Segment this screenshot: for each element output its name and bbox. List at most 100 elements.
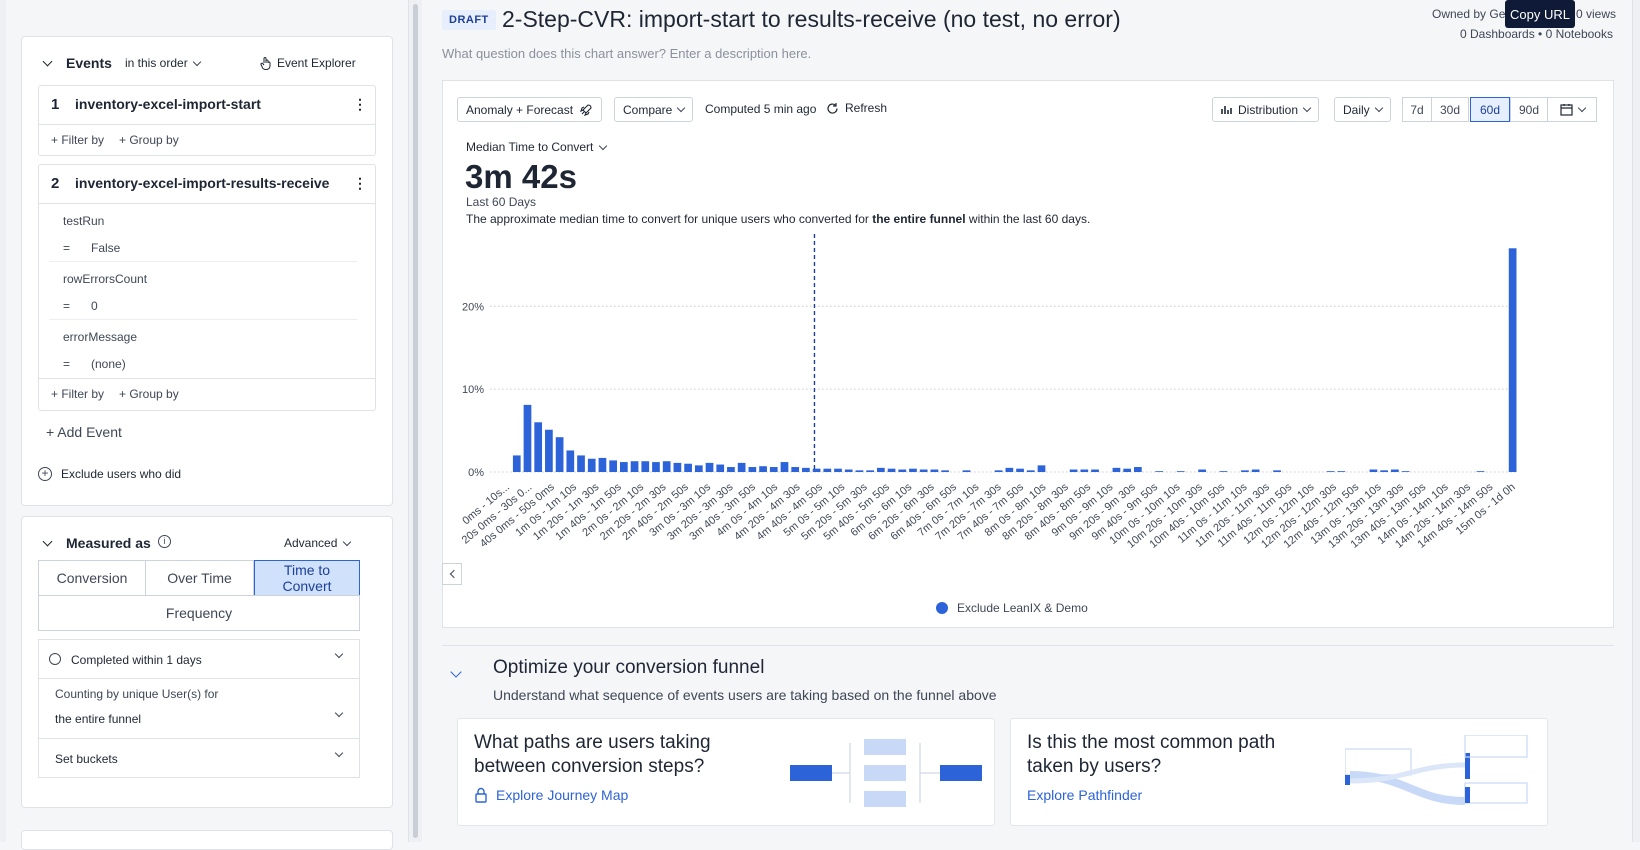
chart-bar <box>1380 470 1389 472</box>
chart-bar <box>823 468 832 472</box>
pathfinder-card[interactable]: Is this the most common path taken by us… <box>1010 718 1548 826</box>
chart-bar <box>834 468 842 472</box>
event-step-1[interactable]: 1 inventory-excel-import-start ⋮ + Filte… <box>38 85 376 156</box>
journey-map-card[interactable]: What paths are users taking between conv… <box>457 718 995 826</box>
filter-value[interactable]: False <box>91 241 121 255</box>
range-30d-button[interactable]: 30d <box>1431 97 1469 122</box>
plus-circle-icon[interactable]: + <box>38 467 52 481</box>
event-step-2[interactable]: 2 inventory-excel-import-results-receive… <box>38 164 376 411</box>
panel-scrollbar-thumb[interactable] <box>413 4 418 838</box>
hand-pointer-icon <box>260 56 271 70</box>
counting-label: Counting by unique User(s) for <box>55 687 219 701</box>
collapse-chevron-icon[interactable] <box>42 536 53 547</box>
anomaly-forecast-button[interactable]: Anomaly + Forecast <box>457 97 603 122</box>
event-explorer-button[interactable]: Event Explorer <box>260 56 356 70</box>
chart-bar <box>876 467 885 472</box>
chevron-down-icon <box>343 537 352 546</box>
metric-period: Last 60 Days <box>466 195 537 209</box>
filter-property[interactable]: testRun <box>63 214 105 228</box>
add-event-button[interactable]: + Add Event <box>46 424 122 440</box>
exclude-users-button[interactable]: Exclude users who did <box>61 467 182 481</box>
distribution-dropdown[interactable]: Distribution <box>1212 97 1320 122</box>
interval-label: Daily <box>1343 102 1370 117</box>
metric-description-bold: the entire funnel <box>872 212 966 226</box>
more-options-icon[interactable]: ⋮ <box>353 96 367 112</box>
chart-bar <box>619 462 628 472</box>
events-title: Events <box>66 55 112 71</box>
group-by-button[interactable]: + Group by <box>119 133 179 147</box>
journey-map-illustration <box>790 739 982 807</box>
refresh-icon <box>827 102 838 114</box>
chart-bar <box>909 468 917 472</box>
next-card-peek <box>21 830 393 850</box>
chart-bar <box>1176 471 1185 472</box>
event-name[interactable]: inventory-excel-import-start <box>75 96 261 112</box>
chart-bar <box>662 461 671 472</box>
interval-dropdown[interactable]: Daily <box>1334 97 1391 122</box>
filter-property[interactable]: rowErrorsCount <box>63 272 148 286</box>
chart-bar <box>1037 465 1046 472</box>
dashboards-notebooks-text[interactable]: 0 Dashboards • 0 Notebooks <box>1460 27 1613 41</box>
chart-title[interactable]: 2-Step-CVR: import-start to results-rece… <box>502 6 1121 32</box>
advanced-dropdown[interactable]: Advanced <box>284 536 352 550</box>
set-buckets-label: Set buckets <box>55 752 118 766</box>
page-scrollbar-track[interactable] <box>1632 0 1640 842</box>
filter-operator[interactable]: = <box>63 241 71 255</box>
metric-description-pre: The approximate median time to convert f… <box>466 212 873 226</box>
measured-as-card: Measured as i Advanced Conversion Over T… <box>21 516 393 808</box>
chevron-down-icon <box>1374 103 1383 113</box>
metric-selector[interactable]: Median Time to Convert <box>466 140 608 154</box>
custom-date-button[interactable] <box>1547 97 1597 122</box>
explore-pathfinder-link[interactable]: Explore Pathfinder <box>1027 787 1142 803</box>
range-60d-button[interactable]: 60d <box>1470 97 1510 122</box>
chevron-down-icon <box>334 649 344 659</box>
order-dropdown[interactable]: in this order <box>125 56 201 70</box>
chart-bar <box>1401 471 1410 472</box>
range-90d-button[interactable]: 90d <box>1510 97 1548 122</box>
chart-bar <box>652 462 660 472</box>
filter-value[interactable]: (none) <box>91 357 126 371</box>
chart-bar <box>1219 471 1228 472</box>
chart-bar <box>555 437 564 472</box>
explore-journey-map-link[interactable]: Explore Journey Map <box>474 787 628 803</box>
info-icon[interactable]: i <box>158 535 171 548</box>
tab-over-time[interactable]: Over Time <box>145 560 254 596</box>
filter-operator[interactable]: = <box>63 299 71 313</box>
filter-value[interactable]: 0 <box>91 299 98 313</box>
chevron-down-icon <box>192 57 201 66</box>
chart-bar <box>512 455 521 472</box>
completed-within-row[interactable]: Completed within 1 days <box>38 639 360 679</box>
set-buckets-row[interactable]: Set buckets <box>38 738 360 778</box>
chart-bar <box>1026 470 1035 472</box>
chart-bar <box>802 467 810 472</box>
counting-row[interactable]: Counting by unique User(s) for the entir… <box>38 678 360 739</box>
filter-operator[interactable]: = <box>63 357 71 371</box>
compare-dropdown[interactable]: Compare <box>614 97 694 122</box>
tab-time-to-convert[interactable]: Time to Convert <box>254 560 360 596</box>
chart-bar <box>534 422 543 472</box>
collapse-chevron-icon[interactable] <box>42 56 53 67</box>
tab-conversion[interactable]: Conversion <box>38 560 146 596</box>
chart-bar <box>673 462 682 472</box>
event-name[interactable]: inventory-excel-import-results-receive <box>75 175 330 191</box>
journey-map-question: What paths are users taking between conv… <box>474 732 711 777</box>
chevron-down-icon <box>334 708 344 718</box>
filter-by-button[interactable]: + Filter by <box>51 133 105 147</box>
chart-bar <box>694 465 703 472</box>
refresh-button[interactable]: Refresh <box>826 101 887 115</box>
collapse-chevron-icon[interactable] <box>450 666 462 678</box>
group-by-button[interactable]: + Group by <box>119 387 179 401</box>
range-7d-button[interactable]: 7d <box>1402 97 1432 122</box>
chart-description[interactable]: What question does this chart answer? En… <box>442 46 812 61</box>
y-tick-label: 20% <box>462 301 484 313</box>
filter-property[interactable]: errorMessage <box>63 330 138 344</box>
chart-scroll-left-button[interactable] <box>442 563 462 585</box>
legend-label[interactable]: Exclude LeanIX & Demo <box>957 601 1088 615</box>
filter-by-button[interactable]: + Filter by <box>51 387 105 401</box>
chart-bar <box>1005 467 1014 472</box>
chart-bar <box>1198 469 1206 472</box>
more-options-icon[interactable]: ⋮ <box>353 175 367 191</box>
query-panel: Events in this order Event Explorer 1 in… <box>6 0 408 850</box>
distribution-label: Distribution <box>1238 102 1299 117</box>
tab-frequency[interactable]: Frequency <box>38 595 360 631</box>
